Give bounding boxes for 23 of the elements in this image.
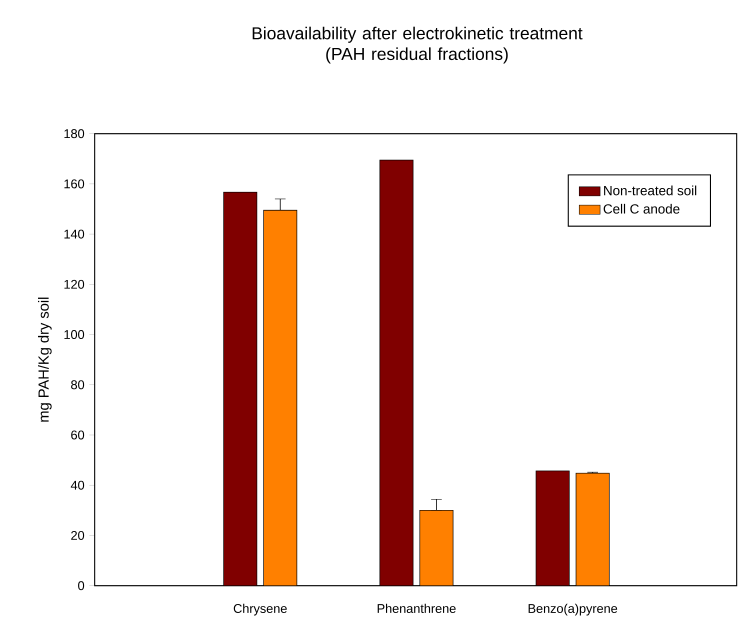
bar (419, 510, 454, 586)
chart-title: Bioavailability after electrokinetic treatment (PAH residual fractions) (252, 26, 583, 64)
y-tick-label: 80 (71, 380, 84, 390)
x-tick-label: Benzo(a)pyrene (528, 604, 618, 616)
y-tick-label: 120 (64, 280, 84, 289)
bar (536, 470, 570, 586)
y-tick-label: 100 (64, 330, 84, 340)
legend-label: Cell C anode (604, 204, 680, 214)
y-tick-label: 140 (64, 230, 84, 239)
y-axis-title: mg PAH/Kg dry soil (38, 298, 52, 422)
x-tick-label: Phenanthrene (378, 604, 456, 614)
y-tick-label: 40 (70, 480, 84, 490)
bar (576, 472, 610, 586)
legend-label: Non-treated soil (604, 186, 696, 196)
x-tick-label: Chrysene (234, 604, 287, 616)
y-tick-label: 160 (64, 179, 84, 188)
bar (263, 210, 298, 586)
y-tick-label: 180 (64, 129, 84, 138)
bar (223, 192, 258, 586)
bar (379, 160, 414, 586)
y-tick-label: 0 (78, 581, 84, 590)
y-tick-label: 20 (71, 530, 84, 540)
y-tick-label: 60 (71, 430, 84, 440)
